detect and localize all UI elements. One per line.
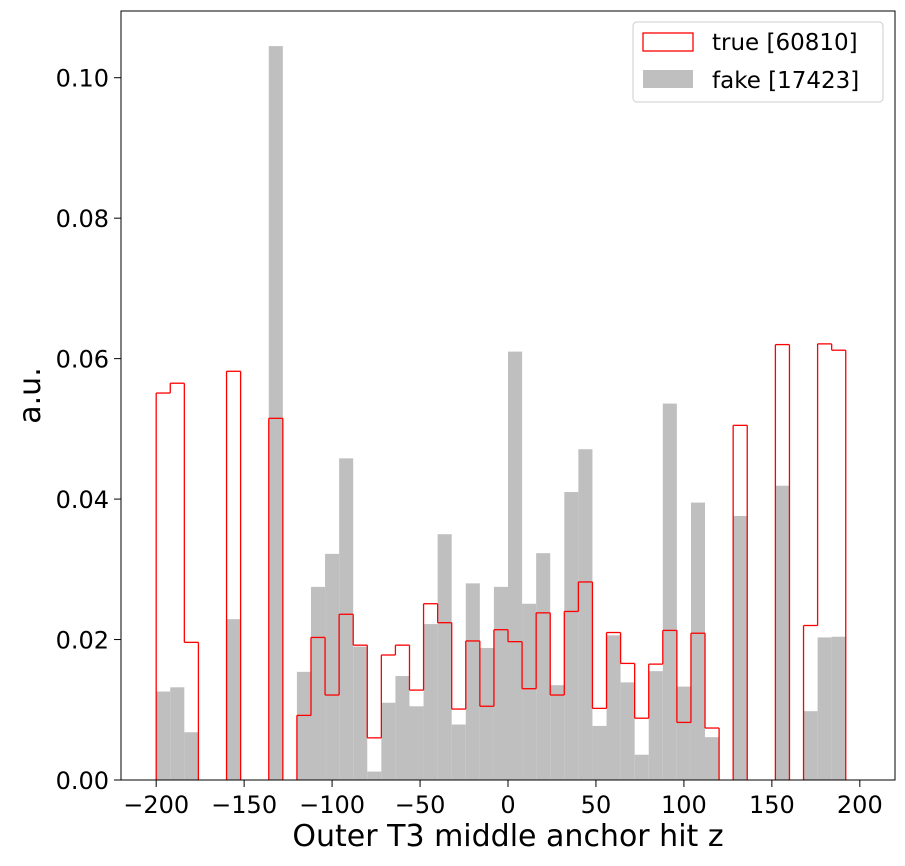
fake-bar: [493, 586, 508, 780]
fake-bar: [339, 458, 354, 780]
fake-bar: [479, 647, 494, 780]
fake-bar: [620, 682, 635, 780]
fake-bar: [733, 515, 748, 780]
fake-bar: [156, 691, 171, 780]
y-tick-label: 0.02: [56, 627, 109, 655]
fake-bar: [775, 485, 790, 780]
x-tick-label: −200: [123, 791, 189, 819]
fake-bar: [536, 553, 551, 780]
x-tick-label: −100: [299, 791, 365, 819]
y-tick-label: 0.00: [56, 767, 109, 795]
fake-bar: [550, 685, 565, 780]
fake-bar: [325, 553, 340, 780]
legend-label-true: true [60810]: [712, 30, 858, 56]
y-tick-label: 0.08: [56, 205, 109, 233]
fake-series-bars: [156, 46, 846, 781]
x-tick-label: −50: [395, 791, 446, 819]
fake-bar: [705, 737, 720, 780]
fake-bar: [592, 725, 607, 780]
x-tick-label: 0: [500, 791, 515, 819]
fake-bar: [409, 706, 424, 780]
fake-bar: [423, 624, 438, 780]
x-axis: −200 −150 −100 −50 0 50 100 150 200: [123, 780, 883, 819]
fake-bar: [310, 586, 326, 780]
fake-bar: [831, 636, 846, 780]
fake-bar: [367, 771, 382, 780]
x-tick-label: 150: [749, 791, 795, 819]
fake-bar: [803, 711, 818, 780]
fake-bar: [564, 492, 579, 780]
y-axis-title: a.u.: [13, 367, 48, 423]
fake-bar: [634, 754, 649, 780]
fake-bar: [437, 534, 452, 780]
fake-bar: [690, 502, 706, 780]
x-tick-label: 100: [661, 791, 707, 819]
fake-bar: [226, 619, 241, 780]
fake-bar: [662, 403, 677, 780]
x-tick-label: 200: [837, 791, 883, 819]
y-tick-label: 0.04: [56, 486, 109, 514]
x-tick-label: 50: [581, 791, 612, 819]
y-tick-label: 0.06: [56, 346, 109, 374]
fake-bar: [606, 635, 621, 780]
x-axis-title: Outer T3 middle anchor hit z: [292, 819, 723, 854]
fake-bar: [578, 449, 593, 780]
true-series-step: [155, 343, 847, 780]
fake-bar: [381, 702, 396, 780]
fake-bar: [817, 637, 832, 780]
fake-bar: [522, 603, 537, 780]
legend-box: [632, 21, 884, 103]
fake-bar: [170, 687, 185, 780]
legend: true [60810] fake [17423]: [632, 21, 884, 103]
legend-swatch-fake: [643, 70, 693, 88]
fake-bar: [353, 646, 368, 780]
fake-bar: [465, 583, 480, 780]
legend-swatch-true: [642, 32, 694, 52]
fake-bar: [184, 732, 199, 780]
y-axis: 0.00 0.02 0.04 0.06 0.08 0.10: [56, 65, 121, 795]
fake-bar: [676, 686, 691, 780]
legend-label-fake: fake [17423]: [712, 68, 859, 94]
fake-bar: [508, 351, 523, 780]
fake-bar: [451, 724, 466, 780]
x-tick-label: −150: [211, 791, 277, 819]
fake-bar: [395, 676, 410, 780]
fake-bar: [268, 46, 283, 781]
fake-bar: [648, 671, 663, 780]
fake-bar: [296, 671, 311, 780]
y-tick-label: 0.10: [56, 65, 109, 93]
